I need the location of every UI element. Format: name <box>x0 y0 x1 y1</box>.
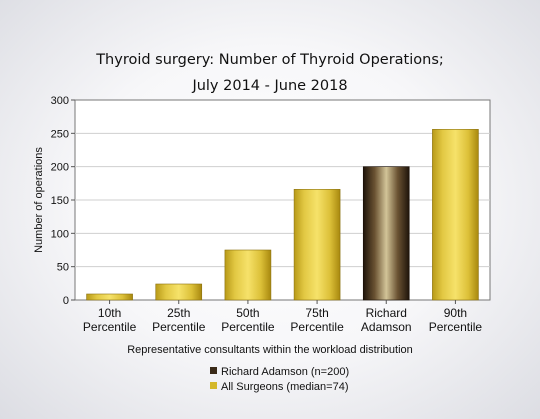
x-axis-label: Representative consultants within the wo… <box>127 344 413 356</box>
x-tick-label: 25th <box>167 306 190 320</box>
legend: Richard Adamson (n=200) All Surgeons (me… <box>210 366 349 393</box>
legend-swatch-richard-adamson <box>210 367 217 374</box>
legend-entry-all-surgeons: All Surgeons (median=74) <box>221 381 349 393</box>
x-tick-label: Adamson <box>361 320 412 334</box>
bar-richard-adamson <box>362 166 410 301</box>
chart-title-line-2: July 2014 - June 2018 <box>191 78 347 94</box>
legend-swatch-all-surgeons <box>210 382 217 389</box>
x-tick-label: Percentile <box>221 320 275 334</box>
bar-75th-percentile <box>293 189 341 301</box>
legend-entry-richard-adamson: Richard Adamson (n=200) <box>221 366 349 378</box>
y-tick-label: 200 <box>51 162 69 174</box>
x-tick-label: Percentile <box>290 320 344 334</box>
x-tick-label: Percentile <box>429 320 483 334</box>
x-tick-label: 10th <box>98 306 121 320</box>
x-tick-label: Percentile <box>152 320 206 334</box>
y-tick-label: 0 <box>63 295 69 307</box>
bar-50th-percentile <box>224 249 272 301</box>
chart-title-line-1: Thyroid surgery: Number of Thyroid Opera… <box>95 52 444 68</box>
y-tick-label: 300 <box>51 95 69 107</box>
x-tick-label: Richard <box>366 306 407 320</box>
x-tick-label: 75th <box>305 306 328 320</box>
x-tick-label: 90th <box>444 306 467 320</box>
y-tick-label: 150 <box>51 195 69 207</box>
bar-25th-percentile <box>155 283 203 301</box>
y-tick-label: 50 <box>57 262 69 274</box>
x-tick-label: 50th <box>236 306 259 320</box>
bar-10th-percentile <box>86 293 133 301</box>
y-tick-label: 100 <box>51 228 69 240</box>
y-tick-label: 250 <box>51 128 69 140</box>
x-tick-label: Percentile <box>83 320 137 334</box>
y-axis-label: Number of operations <box>33 147 45 253</box>
bar-90th-percentile <box>432 129 479 301</box>
